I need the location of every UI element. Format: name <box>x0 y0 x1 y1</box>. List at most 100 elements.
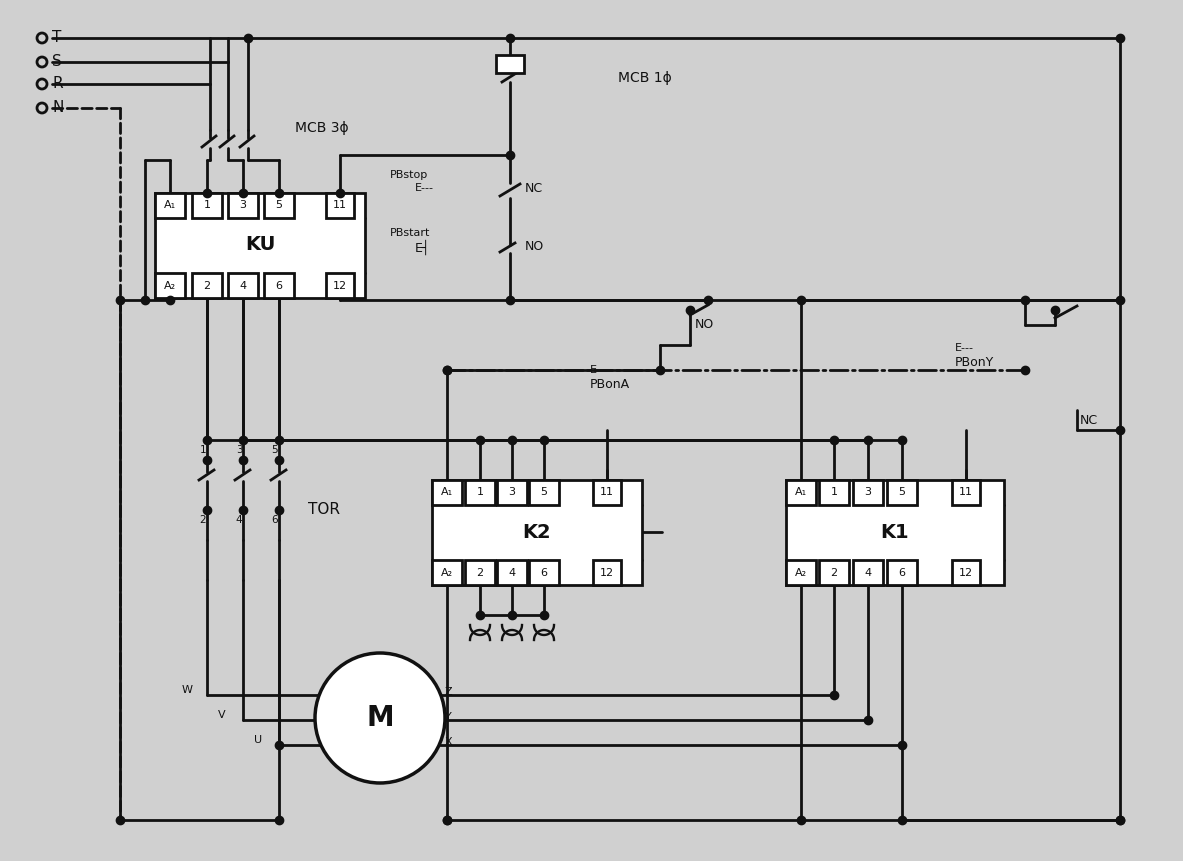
Bar <box>327 273 354 298</box>
Text: E---: E--- <box>590 365 609 375</box>
Text: NC: NC <box>1080 413 1098 426</box>
Bar <box>192 193 222 218</box>
Text: PBonA: PBonA <box>590 379 631 392</box>
Text: 6: 6 <box>541 568 548 578</box>
Bar <box>432 560 463 585</box>
Bar <box>155 273 185 298</box>
Text: Y: Y <box>445 712 452 722</box>
Text: 4: 4 <box>235 515 243 525</box>
Text: 1: 1 <box>200 445 206 455</box>
Bar <box>853 560 883 585</box>
Text: 4: 4 <box>509 568 516 578</box>
Bar <box>819 480 849 505</box>
Text: 3: 3 <box>235 445 243 455</box>
Text: K2: K2 <box>523 523 551 542</box>
Bar <box>432 480 642 585</box>
Bar <box>228 193 258 218</box>
Text: 2: 2 <box>477 568 484 578</box>
Bar <box>497 480 526 505</box>
Text: PBonY: PBonY <box>955 356 994 369</box>
Text: 3: 3 <box>865 487 872 497</box>
Text: 6: 6 <box>272 515 278 525</box>
Text: 12: 12 <box>959 568 974 578</box>
Text: K1: K1 <box>880 523 910 542</box>
Text: X: X <box>445 737 453 747</box>
Text: A₁: A₁ <box>441 487 453 497</box>
Text: TOR: TOR <box>308 503 340 517</box>
Text: 11: 11 <box>332 200 347 210</box>
Text: NO: NO <box>694 319 715 331</box>
Text: KU: KU <box>245 236 276 255</box>
Text: 1: 1 <box>830 487 838 497</box>
Text: A₂: A₂ <box>795 568 807 578</box>
Text: T: T <box>52 30 62 46</box>
Text: 5: 5 <box>272 445 278 455</box>
Text: 2: 2 <box>830 568 838 578</box>
Text: 12: 12 <box>332 281 347 291</box>
Bar <box>853 480 883 505</box>
Circle shape <box>315 653 445 783</box>
Bar <box>155 193 366 298</box>
Text: MCB 3ϕ: MCB 3ϕ <box>295 121 349 135</box>
Bar <box>155 193 185 218</box>
Bar <box>465 560 494 585</box>
Text: 2: 2 <box>203 281 211 291</box>
Text: 3: 3 <box>509 487 516 497</box>
Bar <box>228 273 258 298</box>
Text: 6: 6 <box>899 568 905 578</box>
Text: E---: E--- <box>415 183 434 193</box>
Text: V: V <box>218 710 226 720</box>
Text: Z: Z <box>445 687 453 697</box>
Text: 2: 2 <box>200 515 206 525</box>
Bar <box>593 560 621 585</box>
Text: PBstop: PBstop <box>390 170 428 180</box>
Text: 5: 5 <box>899 487 905 497</box>
Bar <box>529 560 560 585</box>
Bar <box>432 480 463 505</box>
Text: A₁: A₁ <box>795 487 807 497</box>
Bar <box>786 480 1004 585</box>
Text: MCB 1ϕ: MCB 1ϕ <box>618 71 672 85</box>
Text: N: N <box>52 101 64 115</box>
Text: M: M <box>367 704 394 732</box>
Bar <box>786 480 816 505</box>
Bar <box>327 193 354 218</box>
Text: E┤: E┤ <box>415 239 431 255</box>
Text: R: R <box>52 77 63 91</box>
Text: 5: 5 <box>541 487 548 497</box>
Text: A₁: A₁ <box>164 200 176 210</box>
Text: 4: 4 <box>865 568 872 578</box>
Bar <box>496 55 524 73</box>
Bar <box>887 480 917 505</box>
Bar <box>786 560 816 585</box>
Text: 11: 11 <box>600 487 614 497</box>
Text: 1: 1 <box>477 487 484 497</box>
Text: E---: E--- <box>955 343 974 353</box>
Text: 1: 1 <box>203 200 211 210</box>
Text: S: S <box>52 54 62 70</box>
Bar <box>529 480 560 505</box>
Text: 12: 12 <box>600 568 614 578</box>
Bar <box>192 273 222 298</box>
Text: PBstart: PBstart <box>390 228 431 238</box>
Text: 3: 3 <box>239 200 246 210</box>
Bar <box>952 480 980 505</box>
Text: 4: 4 <box>239 281 246 291</box>
Text: A₂: A₂ <box>164 281 176 291</box>
Bar <box>264 273 295 298</box>
Text: 5: 5 <box>276 200 283 210</box>
Bar <box>887 560 917 585</box>
Text: U: U <box>254 735 263 745</box>
Bar <box>264 193 295 218</box>
Text: W: W <box>182 685 193 695</box>
Bar <box>497 560 526 585</box>
Text: A₂: A₂ <box>441 568 453 578</box>
Text: NO: NO <box>525 240 544 253</box>
Bar <box>465 480 494 505</box>
Text: 11: 11 <box>959 487 972 497</box>
Text: 6: 6 <box>276 281 283 291</box>
Text: NC: NC <box>525 182 543 195</box>
Bar <box>593 480 621 505</box>
Bar <box>819 560 849 585</box>
Bar <box>952 560 980 585</box>
